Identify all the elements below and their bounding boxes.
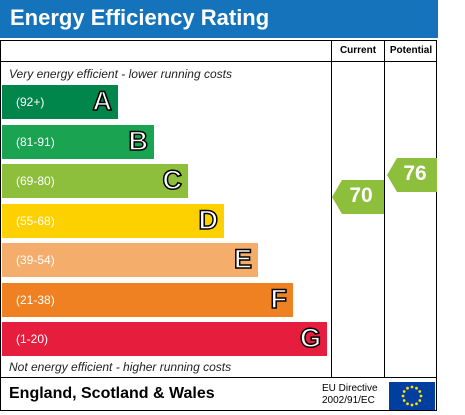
eu-star — [410, 385, 414, 389]
band-range-a: (92+) — [16, 95, 45, 109]
band-letter-d: D — [198, 204, 219, 236]
band-a: (92+) A — [2, 85, 118, 119]
eu-star — [406, 386, 409, 390]
eu-directive: EU Directive 2002/91/EC — [322, 383, 378, 407]
band-range-c: (69-80) — [16, 174, 55, 188]
potential-column-header: Potential — [389, 45, 433, 56]
eu-star — [402, 399, 406, 402]
eu-star — [406, 402, 409, 406]
potential-arrow-shape — [387, 158, 437, 192]
band-range-d: (55-68) — [16, 214, 55, 228]
eu-star — [410, 403, 414, 407]
eu-star — [401, 394, 405, 398]
band-range-g: (1-20) — [16, 332, 49, 346]
band-letter-b: B — [128, 125, 149, 157]
band-d: (55-68) D — [2, 204, 224, 238]
eu-star — [419, 394, 423, 398]
eu-flag-icon — [389, 382, 435, 410]
eu-star — [402, 390, 406, 393]
eu-star — [418, 390, 422, 393]
current-column-header: Current — [339, 45, 377, 56]
potential-column-divider — [384, 40, 385, 378]
eu-directive-line2: 2002/91/EC — [322, 395, 375, 406]
header-divider — [0, 61, 437, 62]
band-letter-g: G — [299, 322, 322, 354]
footer-country: England, Scotland & Wales — [9, 385, 215, 402]
band-letter-f: F — [270, 283, 288, 315]
band-f: (21-38) F — [2, 283, 293, 317]
top-note: Very energy efficient - lower running co… — [9, 67, 232, 81]
title-bar: Energy Efficiency Rating — [0, 0, 438, 38]
potential-rating-value: 76 — [403, 162, 427, 185]
band-range-e: (39-54) — [16, 253, 55, 267]
band-letter-a: A — [92, 85, 113, 117]
band-g: (1-20) G — [2, 322, 327, 356]
band-e: (39-54) E — [2, 243, 258, 277]
band-letter-e: E — [233, 243, 253, 275]
current-rating-arrow: 70 — [332, 180, 384, 214]
current-arrow-shape — [332, 180, 384, 214]
eu-directive-line1: EU Directive — [322, 383, 378, 394]
band-letter-c: C — [162, 164, 183, 196]
eu-star — [418, 399, 422, 402]
eu-star — [415, 386, 418, 390]
eu-star — [415, 402, 418, 406]
chart-title: Energy Efficiency Rating — [10, 5, 270, 30]
band-range-b: (81-91) — [16, 135, 55, 149]
band-b: (81-91) B — [2, 125, 154, 159]
band-c: (69-80) C — [2, 164, 188, 198]
current-column-divider — [331, 40, 332, 378]
chart-frame — [0, 40, 437, 411]
eu-stars — [401, 385, 423, 407]
potential-rating-arrow: 76 — [387, 158, 437, 192]
current-rating-value: 70 — [349, 184, 373, 207]
footer-divider — [0, 377, 437, 378]
bottom-note: Not energy efficient - higher running co… — [9, 360, 232, 374]
band-range-f: (21-38) — [16, 293, 55, 307]
